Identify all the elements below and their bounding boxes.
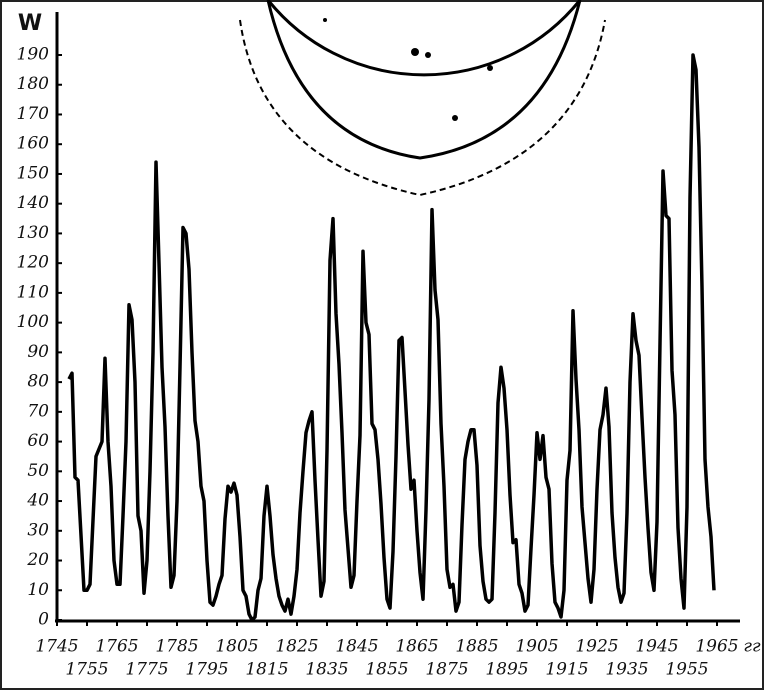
x-tick-label: 1825	[275, 637, 318, 657]
y-tick-label: 0	[38, 610, 49, 630]
y-tick-label: 110	[17, 282, 50, 302]
sun-illustration	[239, 0, 606, 197]
y-tick-label: 150	[17, 163, 50, 183]
x-tick-label: 1815	[245, 660, 288, 680]
y-tick-label: 160	[17, 134, 50, 154]
y-tick-label: 180	[17, 74, 50, 94]
x-tick-label: 1765	[95, 637, 138, 657]
series-line	[67, 53, 716, 622]
y-tick-label: 40	[26, 491, 49, 511]
y-tick-label: 10	[27, 580, 49, 600]
x-tick-label: 1895	[485, 660, 528, 680]
x-tick-label: 1865	[395, 637, 438, 657]
x-tick-label: 1845	[335, 637, 378, 657]
x-tick-label: 1915	[545, 660, 588, 680]
x-tick-label: 1875	[425, 660, 468, 680]
y-tick-label: 50	[27, 461, 49, 481]
x-tick-label: 1855	[365, 660, 408, 680]
x-axis-label: гг	[743, 637, 761, 657]
y-tick-label: 20	[26, 550, 49, 570]
x-tick-label: 1885	[455, 637, 498, 657]
x-tick-label: 1835	[305, 660, 348, 680]
y-tick-label: 70	[27, 401, 49, 421]
x-tick-label: 1805	[215, 637, 258, 657]
y-axis-label: W	[18, 11, 42, 36]
y-tick-label: 140	[17, 193, 50, 213]
y-tick-label: 100	[17, 312, 50, 332]
x-tick-label: 1745	[35, 637, 78, 657]
y-tick-label: 60	[27, 431, 49, 451]
y-tick-label: 130	[17, 223, 50, 243]
x-tick-label: 1965	[695, 637, 738, 657]
x-tick-label: 1945	[635, 637, 678, 657]
x-tick-label: 1925	[575, 637, 618, 657]
x-tick-label: 1785	[155, 637, 198, 657]
x-tick-label: 1795	[185, 660, 228, 680]
y-tick-label: 170	[17, 104, 50, 124]
x-tick-label: 1935	[605, 660, 648, 680]
x-tick-label: 1955	[665, 660, 708, 680]
y-tick-label: 190	[17, 45, 50, 65]
y-tick-label: 90	[27, 342, 49, 362]
x-tick-label: 1775	[125, 660, 168, 680]
x-tick-label: 1755	[65, 660, 108, 680]
x-tick-label: 1905	[515, 637, 558, 657]
y-tick-label: 80	[27, 372, 49, 392]
y-tick-label: 120	[17, 253, 50, 273]
y-tick-label: 30	[27, 520, 49, 540]
